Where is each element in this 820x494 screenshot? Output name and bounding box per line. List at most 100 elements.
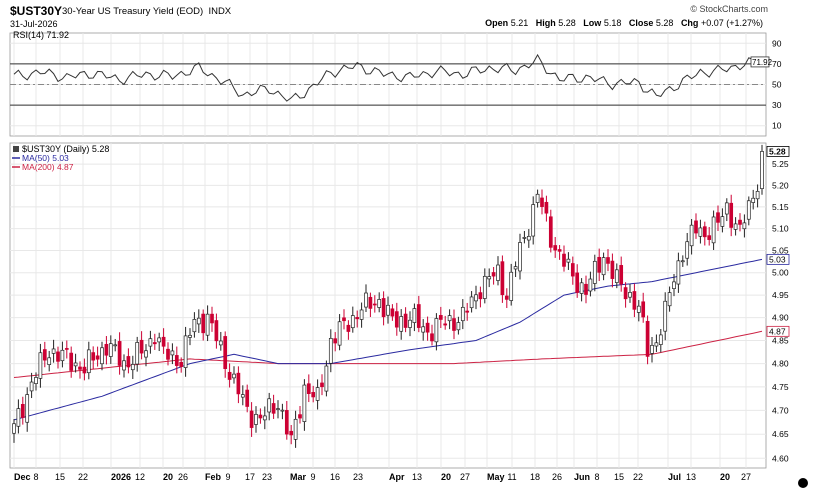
candle-body xyxy=(394,311,399,328)
price-tick-label: 4.90 xyxy=(772,313,789,323)
candle-body xyxy=(16,408,21,427)
candle-body xyxy=(51,348,56,354)
candle-body xyxy=(751,197,756,203)
candle-body xyxy=(381,298,386,318)
ohlc-summary: Open 5.21 High 5.28 Low 5.18 Close 5.28 … xyxy=(485,18,768,28)
x-tick-label: 26 xyxy=(552,472,562,482)
x-tick-label: 23 xyxy=(353,472,363,482)
candle-body xyxy=(249,410,254,428)
candle-body xyxy=(100,347,104,365)
candle-body xyxy=(597,256,602,273)
candle-body xyxy=(346,324,351,332)
candle-body xyxy=(267,398,272,413)
candle-body xyxy=(584,283,588,295)
price-tick-label: 5.15 xyxy=(772,202,789,212)
rsi-legend: RSI(14) 71.92 xyxy=(13,30,69,40)
x-tick-label: 15 xyxy=(55,472,65,482)
candle-body xyxy=(509,271,514,301)
candle-body xyxy=(566,258,571,263)
candle-body xyxy=(738,219,742,225)
x-tick-label: 20 xyxy=(441,472,451,482)
ma50-line xyxy=(13,258,763,421)
rsi-value-tag-text: 71.92 xyxy=(752,58,773,67)
candle-body xyxy=(258,414,263,419)
chg-value: +0.07 (+1.27%) xyxy=(700,18,763,28)
symbol-description: 30-Year US Treasury Yield (EOD) INDX xyxy=(62,6,231,17)
price-tick-label: 5.05 xyxy=(772,246,789,256)
candle-body xyxy=(531,204,536,237)
candle-body xyxy=(672,281,676,289)
candle-body xyxy=(25,394,30,423)
candle-body xyxy=(390,308,395,317)
credit-text: © StockCharts.com xyxy=(690,4,768,14)
candle-body xyxy=(496,264,500,281)
candle-body xyxy=(632,291,637,310)
candle-body xyxy=(386,304,390,316)
x-tick-label: 9 xyxy=(310,472,315,482)
candle-body xyxy=(403,313,408,328)
open-value: 5.21 xyxy=(510,18,529,28)
candle-body xyxy=(60,349,65,362)
candle-body xyxy=(606,257,610,264)
candle-body xyxy=(20,404,25,418)
candle-body xyxy=(500,261,505,296)
price-tick-label: 4.60 xyxy=(772,453,789,463)
x-tick-label: 18 xyxy=(530,472,540,482)
price-tick-label: 4.80 xyxy=(772,359,789,369)
candle-body xyxy=(227,371,232,380)
x-tick-label: 17 xyxy=(245,472,255,482)
candle-body xyxy=(280,409,285,412)
legend-ma50: MA(50) 5.03 xyxy=(22,153,69,163)
candle-body xyxy=(117,341,122,366)
candle-body xyxy=(183,335,188,368)
candle-body xyxy=(685,241,690,259)
x-tick-label: 20 xyxy=(163,472,173,482)
candle-body xyxy=(654,342,659,347)
candle-body xyxy=(342,317,346,322)
candle-body xyxy=(324,365,329,392)
x-tick-label: 22 xyxy=(633,472,643,482)
candle-body xyxy=(469,296,474,309)
candle-body xyxy=(645,320,650,357)
candle-body xyxy=(663,300,668,332)
rsi-series-line xyxy=(13,53,763,102)
candle-body xyxy=(135,342,140,365)
open-label: Open xyxy=(485,18,509,28)
candle-body xyxy=(355,317,360,320)
candle-body xyxy=(245,389,250,407)
candle-body xyxy=(491,272,496,277)
legend-main: $UST30Y (Daily) 5.28 xyxy=(22,144,109,154)
candle-body xyxy=(465,310,470,313)
candle-body xyxy=(152,342,157,345)
candle-body xyxy=(694,220,698,234)
candle-body xyxy=(548,216,553,248)
candle-body xyxy=(201,313,206,334)
candle-body xyxy=(513,266,518,270)
candle-body xyxy=(161,336,166,347)
candle-body xyxy=(179,361,184,367)
price-tick-label: 5.20 xyxy=(772,180,789,190)
candle-body xyxy=(130,364,135,371)
candle-body xyxy=(236,372,241,395)
candle-body xyxy=(452,318,456,331)
candle-body xyxy=(38,352,43,379)
price-tick-label: 4.65 xyxy=(772,429,789,439)
candle-body xyxy=(95,355,100,360)
candle-body xyxy=(601,257,606,276)
candle-body xyxy=(447,315,452,322)
ma200-tag-text: 4.87 xyxy=(769,326,786,336)
candle-body xyxy=(610,260,615,279)
candle-body xyxy=(333,338,338,344)
legend-ma200: MA(200) 4.87 xyxy=(22,162,74,172)
candle-body xyxy=(570,263,575,277)
candle-body xyxy=(276,408,280,410)
x-tick-label: 23 xyxy=(262,472,272,482)
x-tick-label: May xyxy=(487,472,505,482)
candle-body xyxy=(73,362,78,367)
candle-body xyxy=(724,202,729,215)
candle-body xyxy=(284,410,289,435)
candle-body xyxy=(711,216,716,244)
x-tick-label: 26 xyxy=(178,472,188,482)
last-price-tag-text: 5.28 xyxy=(769,146,786,156)
